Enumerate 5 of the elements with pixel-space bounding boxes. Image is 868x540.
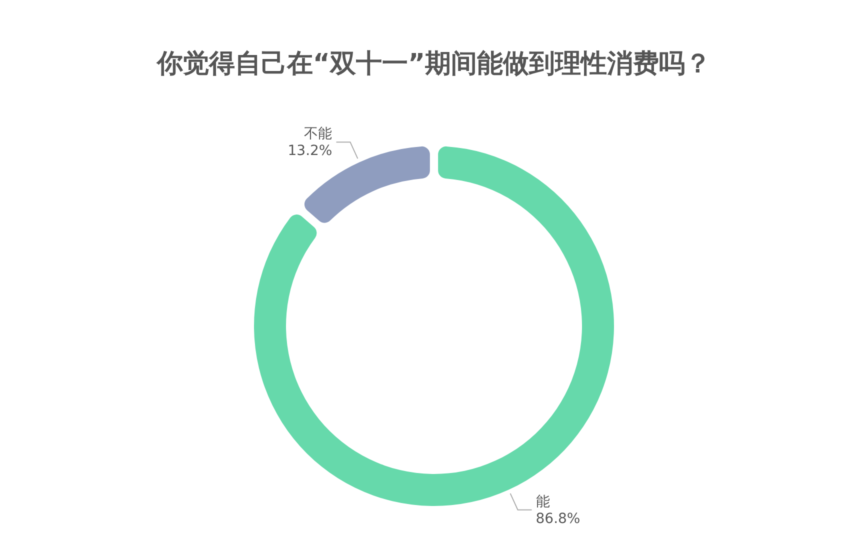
chart-title: 你觉得自己在“双十一”期间能做到理性消费吗？ xyxy=(156,49,712,79)
slice-label: 能 xyxy=(536,494,550,510)
slice-label: 不能 xyxy=(304,126,332,142)
data-label: 13.2% xyxy=(288,143,332,160)
data-label: 86.8% xyxy=(536,510,580,527)
